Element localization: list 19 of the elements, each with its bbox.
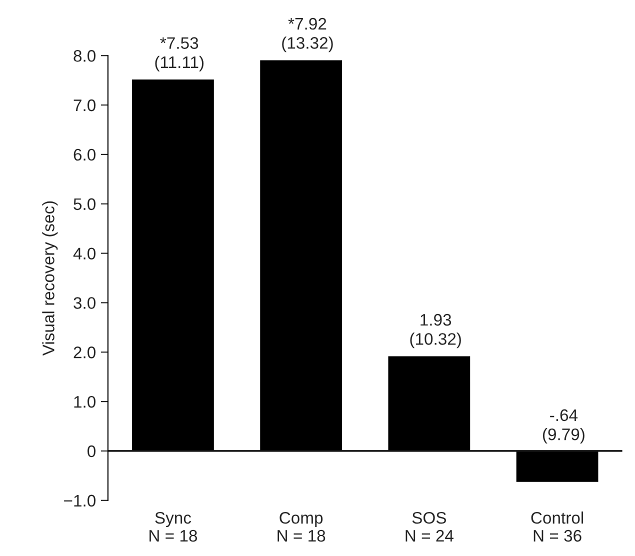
data-label: 1.93 (10.32) <box>410 314 461 348</box>
x-tick-label: Control N = 36 <box>531 512 584 542</box>
y-tick-label: −1.0 <box>64 494 96 507</box>
x-tick-label: SOS N = 24 <box>406 512 454 542</box>
y-tick-label: 6.0 <box>74 148 96 161</box>
y-tick-label: 0 <box>88 445 96 458</box>
y-tick-label: 5.0 <box>74 198 96 210</box>
y-tick-label: 7.0 <box>74 99 96 112</box>
y-tick-label: 3.0 <box>74 297 96 309</box>
data-label: -.64 (9.79) <box>542 409 584 444</box>
data-label: *7.53 (11.11) <box>155 37 204 72</box>
x-tick-label: Sync N = 18 <box>150 512 198 542</box>
data-label: *7.92 (13.32) <box>282 18 333 52</box>
y-tick-label: 4.0 <box>73 248 96 260</box>
y-tick-label: 1.0 <box>74 396 96 408</box>
y-axis-title: Visual recovery (sec) <box>42 201 58 356</box>
x-tick-label: Comp N = 18 <box>278 512 326 542</box>
y-tick-label: 2.0 <box>74 346 96 358</box>
y-tick-label: 8.0 <box>74 50 96 62</box>
